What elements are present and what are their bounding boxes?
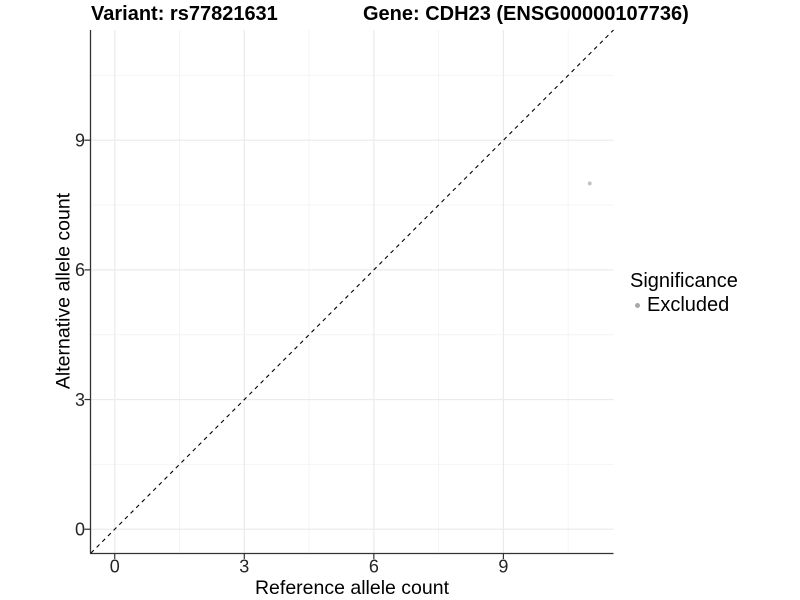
y-tick-label: 3: [75, 390, 85, 410]
y-tick-label: 6: [75, 260, 85, 280]
data-point: [587, 181, 592, 186]
y-axis-title: Alternative allele count: [52, 192, 75, 390]
identity-reference-line: [90, 29, 614, 554]
x-tick-label: 6: [369, 557, 379, 577]
legend-title: Significance: [630, 270, 738, 292]
x-tick-label: 0: [110, 557, 120, 577]
x-axis-title: Reference allele count: [254, 577, 450, 599]
excluded-point-icon: [635, 303, 640, 308]
x-tick-label: 9: [498, 557, 508, 577]
legend: Significance Excluded: [630, 270, 738, 317]
y-tick-label: 0: [75, 520, 85, 540]
legend-item-excluded: Excluded: [630, 294, 738, 317]
legend-item-label: Excluded: [647, 294, 730, 316]
y-tick-label: 9: [75, 131, 85, 151]
plot-title-variant: Variant: rs77821631: [91, 3, 278, 25]
plot-title-gene: Gene: CDH23 (ENSG00000107736): [363, 3, 689, 25]
x-tick-label: 3: [239, 557, 249, 577]
